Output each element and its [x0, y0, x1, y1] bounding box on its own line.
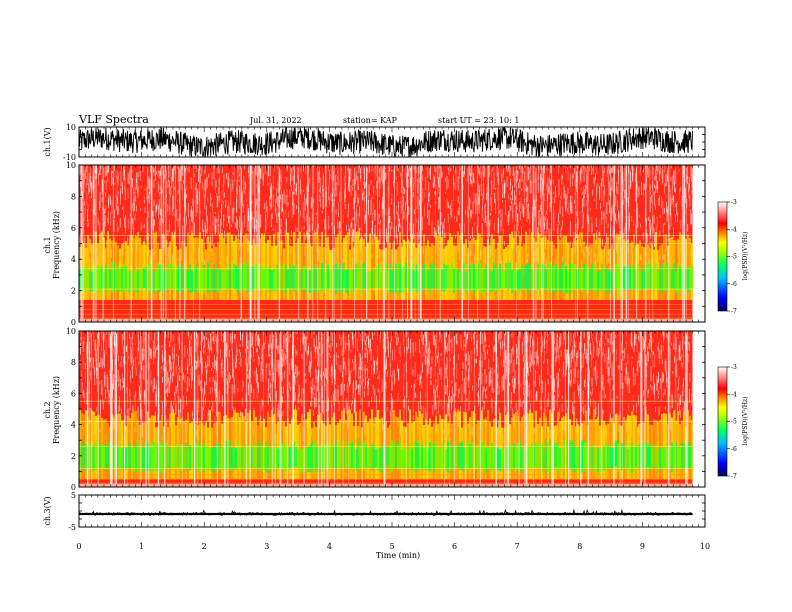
colorbar-tick-label: -7	[731, 308, 737, 315]
x-tick-label: 6	[452, 542, 457, 551]
ch3-waveform-panel	[78, 508, 693, 517]
colorbar-tick-label: -7	[731, 473, 737, 480]
x-tick-label: 5	[389, 542, 394, 551]
ch2-colorbar-gradient	[717, 366, 728, 477]
ch1-spec-ytick-label: 8	[71, 192, 76, 201]
start-time-label: start UT = 23: 10: 1	[438, 116, 519, 125]
ch2-spec-ylabel-top: ch.2	[43, 401, 52, 418]
ch2-colorbar: -3 -4 -5 -6 -7 log(PSD)(V²/Hz)	[717, 364, 749, 480]
colorbar-tick-label: -6	[731, 446, 737, 453]
colorbar-tick-label: -6	[731, 281, 737, 288]
colorbar-tick-label: -3	[731, 199, 737, 206]
ch1-spec-ytick-label: 6	[71, 224, 76, 233]
ch1-spec-lines	[79, 235, 693, 319]
ch2-spec-impulses	[86, 331, 688, 487]
colorbar-tick-label: -4	[731, 391, 737, 398]
colorbar-tick-label: -4	[731, 226, 737, 233]
ch2-spec-lines	[79, 400, 693, 484]
ch1-spectrogram-panel	[79, 158, 694, 322]
ch1-spec-ytick-label: 4	[71, 255, 76, 264]
ch3-wave-ytick-label: -5	[68, 523, 76, 532]
ch3-waveform-line	[78, 508, 693, 517]
ch2-spec-ytick-label: 4	[71, 421, 76, 430]
x-tick-label: 8	[577, 542, 582, 551]
ch3-wave-ytick-label: 5	[71, 491, 76, 500]
ch2-colorbar-label: log(PSD)(V²/Hz)	[742, 397, 749, 446]
ch1-spec-ytick-label: 10	[66, 161, 76, 170]
ch1-colorbar: -3 -4 -5 -6 -7 log(PSD)(V²/Hz)	[717, 199, 749, 315]
ch1-wave-ytick-label: -10	[63, 153, 76, 162]
ch2-spec-ytick-label: 10	[66, 327, 76, 336]
ch1-waveform-line	[78, 127, 693, 158]
ch3-wave-ylabel: ch.3(V)	[43, 496, 52, 525]
colorbar-tick-label: -5	[731, 254, 737, 261]
ch1-spec-ylabel-top: ch.1	[43, 236, 52, 253]
ch2-spec-ytick-label: 6	[71, 389, 76, 398]
ch1-colorbar-label: log(PSD)(V²/Hz)	[742, 232, 749, 281]
ch1-spec-impulses	[80, 165, 687, 322]
colorbar-tick-label: -5	[731, 419, 737, 426]
x-tick-label: 9	[640, 542, 645, 551]
ch1-spec-ylabel-bottom: Frequency (kHz)	[52, 211, 61, 279]
ch2-spec-ytick-label: 0	[71, 483, 76, 492]
ch1-spec-ytick-label: 2	[71, 287, 76, 296]
ch1-wave-ytick-label: 10	[66, 123, 76, 132]
station-label: station= KAP	[343, 116, 398, 125]
x-axis-label: Time (min)	[376, 551, 420, 560]
ch1-waveform-panel	[78, 127, 693, 158]
x-tick-label: 0	[76, 542, 81, 551]
x-tick-label: 10	[700, 542, 710, 551]
ch2-spec-ylabel-bottom: Frequency (kHz)	[52, 376, 61, 444]
ch2-spec-ytick-label: 8	[71, 358, 76, 367]
x-tick-label: 7	[515, 542, 520, 551]
ch1-spec-ytick-label: 0	[71, 318, 76, 327]
ch1-colorbar-gradient	[717, 201, 728, 312]
date-label: Jul. 31, 2022	[249, 116, 302, 125]
x-tick-label: 2	[202, 542, 207, 551]
ch2-spectrogram-panel	[79, 323, 693, 487]
ch1-wave-ylabel: ch.1(V)	[43, 127, 52, 156]
x-tick-label: 3	[264, 542, 269, 551]
colorbar-tick-label: -3	[731, 364, 737, 371]
figure-title: VLF Spectra	[78, 113, 149, 126]
x-tick-label: 4	[327, 542, 332, 551]
ch2-spec-ytick-label: 2	[71, 452, 76, 461]
x-tick-label: 1	[139, 542, 144, 551]
ch1-spec-green-band	[79, 262, 693, 294]
